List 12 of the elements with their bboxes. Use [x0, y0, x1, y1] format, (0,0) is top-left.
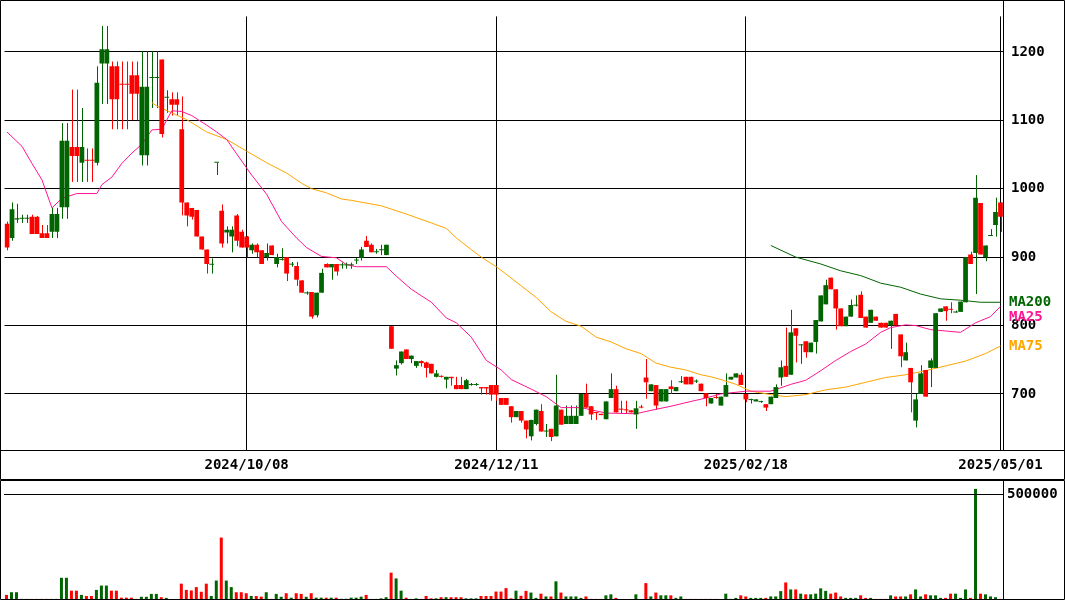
text: 500000 — [1007, 484, 1058, 501]
x-tick-label: 2024/12/11 — [454, 456, 539, 473]
x-tick-label: 2025/02/18 — [703, 456, 789, 473]
series-label: MA200 — [1009, 292, 1052, 309]
y-tick-label: 900 — [1011, 247, 1037, 264]
series-label: MA75 — [1009, 336, 1043, 353]
y-tick-label: 1200 — [1011, 42, 1045, 59]
y-tick-label: 1100 — [1011, 111, 1045, 127]
y-tick-label: 1000 — [1011, 179, 1045, 196]
x-tick-label: 2025/05/01 — [958, 456, 1043, 473]
y-tick-label: 700 — [1011, 384, 1037, 401]
x-tick-label: 2024/10/08 — [204, 456, 289, 473]
